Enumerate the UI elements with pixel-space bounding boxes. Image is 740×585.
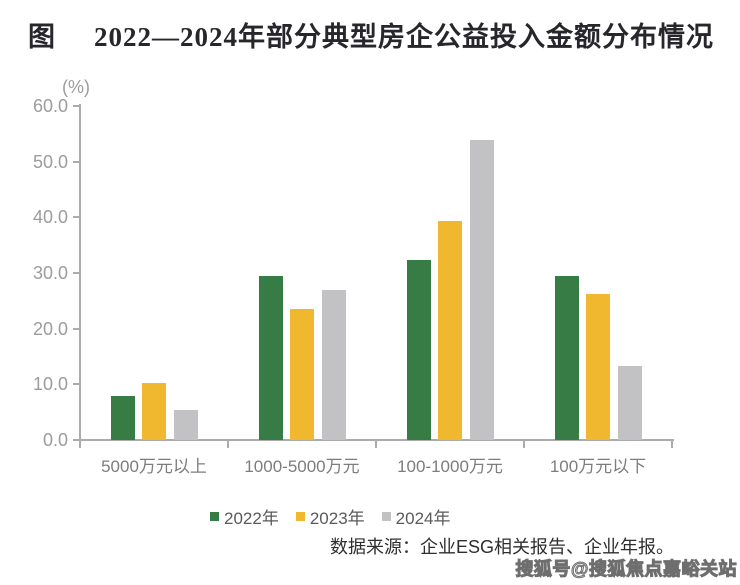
y-axis-tick bbox=[73, 327, 80, 330]
y-tick-label: 30.0 bbox=[32, 263, 68, 283]
y-axis-unit-label: (%) bbox=[62, 77, 90, 97]
legend-label: 2022年 bbox=[224, 509, 279, 528]
x-axis-line bbox=[79, 439, 674, 441]
x-axis-tick bbox=[227, 441, 229, 448]
y-tick-label: 60.0 bbox=[32, 96, 68, 116]
chart-title-row: 图 2022—2024年部分典型房企公益投入金额分布情况 bbox=[28, 15, 714, 54]
bar-2023年-100万元以下 bbox=[586, 294, 610, 440]
legend-label: 2024年 bbox=[395, 509, 451, 528]
x-axis-tick bbox=[671, 441, 673, 448]
legend-swatch-icon bbox=[381, 512, 391, 521]
legend-item-2023年: 2023年 bbox=[295, 504, 365, 529]
figure-prefix-label: 图 bbox=[28, 22, 56, 52]
x-axis-tick bbox=[523, 441, 525, 448]
bar-2023年-5000万元以上 bbox=[142, 382, 166, 440]
legend-item-2022年: 2022年 bbox=[210, 504, 279, 529]
y-axis-tick bbox=[73, 216, 80, 219]
y-axis-tick bbox=[73, 439, 80, 441]
y-tick-label: 0.0 bbox=[42, 430, 68, 450]
y-axis-tick bbox=[73, 383, 80, 386]
bar-2023年-100-1000万元 bbox=[438, 220, 462, 440]
legend-swatch-icon bbox=[295, 512, 305, 521]
category-label-2: 100-1000万元 bbox=[397, 457, 503, 476]
legend-item-2024年: 2024年 bbox=[381, 504, 451, 529]
y-tick-label: 40.0 bbox=[32, 207, 68, 228]
bar-2022年-100-1000万元 bbox=[406, 260, 431, 440]
bar-2024年-100-1000万元 bbox=[469, 139, 494, 440]
y-tick-label: 20.0 bbox=[32, 318, 68, 339]
category-label-3: 100万元以下 bbox=[549, 457, 647, 476]
legend-swatch-icon bbox=[210, 512, 219, 521]
data-source-note: 数据来源：企业ESG相关报告、企业年报。 bbox=[329, 537, 674, 557]
bar-2024年-100万元以下 bbox=[617, 365, 642, 440]
y-tick-label: 50.0 bbox=[32, 151, 68, 172]
x-axis-tick bbox=[79, 441, 81, 448]
y-axis-tick bbox=[73, 160, 80, 163]
bar-2022年-5000万元以上 bbox=[110, 396, 135, 440]
bar-2024年-5000万元以上 bbox=[173, 410, 198, 440]
category-label-0: 5000万元以上 bbox=[101, 457, 207, 476]
bar-2024年-1000-5000万元 bbox=[321, 290, 346, 440]
chart-title: 2022—2024年部分典型房企公益投入金额分布情况 bbox=[94, 22, 714, 52]
bar-2022年-1000-5000万元 bbox=[258, 275, 283, 440]
x-axis-tick bbox=[375, 441, 377, 448]
legend: 2022年 2023年 2024年 bbox=[210, 504, 450, 529]
sohu-watermark: 搜狐号@搜狐焦点嘉峪关站 bbox=[515, 559, 737, 580]
y-axis-line bbox=[79, 104, 81, 442]
legend-label: 2023年 bbox=[309, 509, 365, 528]
y-axis-tick bbox=[73, 105, 80, 107]
y-tick-label: 10.0 bbox=[32, 374, 68, 395]
bar-2022年-100万元以下 bbox=[554, 275, 579, 440]
category-label-1: 1000-5000万元 bbox=[244, 457, 360, 476]
y-axis-tick bbox=[73, 272, 80, 274]
bar-2023年-1000-5000万元 bbox=[290, 309, 314, 440]
